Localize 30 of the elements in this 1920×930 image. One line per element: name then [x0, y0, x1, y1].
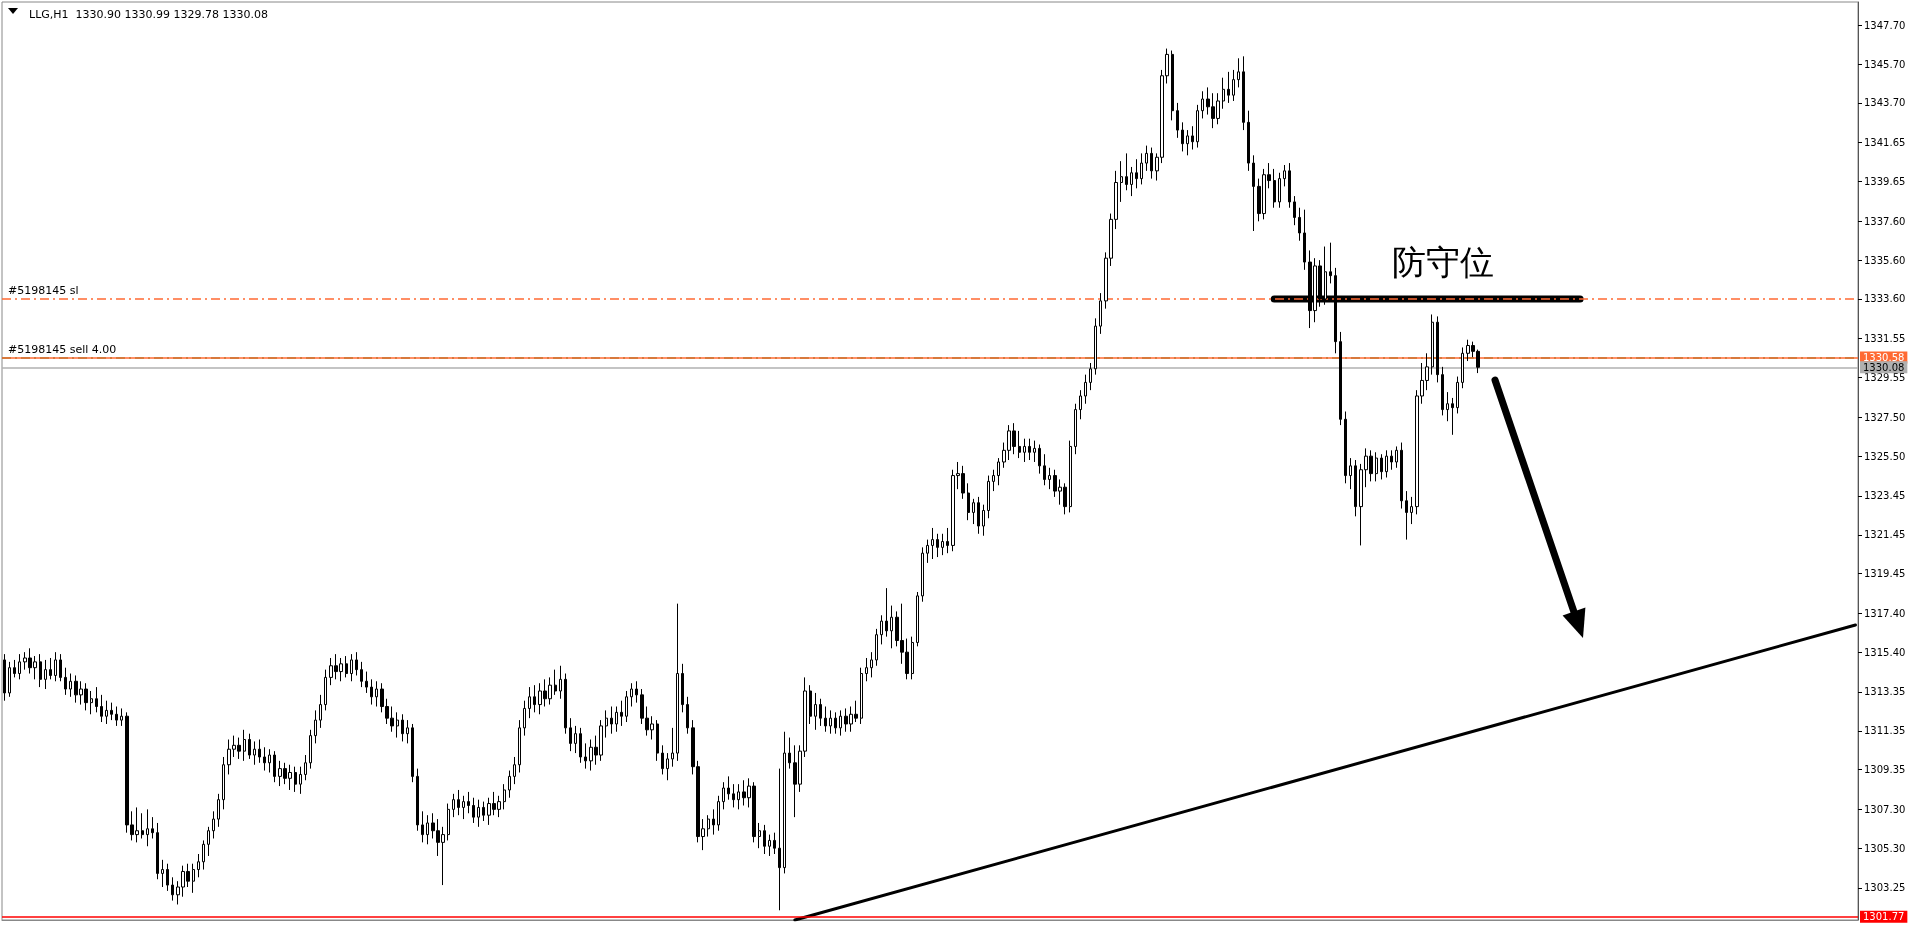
- y-tick-label: 1333.60: [1864, 293, 1906, 305]
- y-tick-label: 1305.30: [1864, 842, 1906, 854]
- y-tick-label: 1307.30: [1864, 803, 1906, 815]
- y-tick-label: 1317.40: [1864, 607, 1906, 619]
- annotation: #5198145 sl: [8, 283, 79, 297]
- y-tick-label: 1331.55: [1864, 333, 1906, 345]
- y-tick-label: 1345.70: [1864, 58, 1906, 70]
- annotation: #5198145 sell 4.00: [8, 342, 117, 356]
- y-tick-label: 1335.60: [1864, 254, 1906, 266]
- y-tick-label: 1329.55: [1864, 372, 1906, 384]
- ref-line-label: 1330.58: [1863, 352, 1905, 364]
- y-tick-label: 1311.35: [1864, 725, 1906, 737]
- y-tick-label: 1341.65: [1864, 137, 1906, 149]
- annotation: 防守位: [1392, 241, 1494, 284]
- y-tick-label: 1309.35: [1864, 764, 1906, 776]
- y-tick-label: 1337.60: [1864, 215, 1906, 227]
- y-tick-label: 1319.45: [1864, 568, 1906, 580]
- y-tick-label: 1343.70: [1864, 97, 1906, 109]
- text: LLG,H1 1330.90 1330.99 1329.78 1330.08: [29, 8, 268, 21]
- ref-line-label: 1330.08: [1863, 361, 1905, 373]
- y-tick-label: 1321.45: [1864, 529, 1906, 541]
- y-tick-label: 1315.40: [1864, 646, 1906, 658]
- ref-line-label: 1301.77: [1863, 911, 1905, 923]
- y-tick-label: 1323.45: [1864, 490, 1906, 502]
- y-tick-label: 1303.25: [1864, 882, 1906, 894]
- y-tick-label: 1347.70: [1864, 19, 1906, 31]
- y-tick-label: 1313.35: [1864, 686, 1906, 698]
- y-tick-label: 1325.50: [1864, 450, 1906, 462]
- y-tick-label: 1339.65: [1864, 176, 1906, 188]
- y-tick-label: 1327.50: [1864, 411, 1906, 423]
